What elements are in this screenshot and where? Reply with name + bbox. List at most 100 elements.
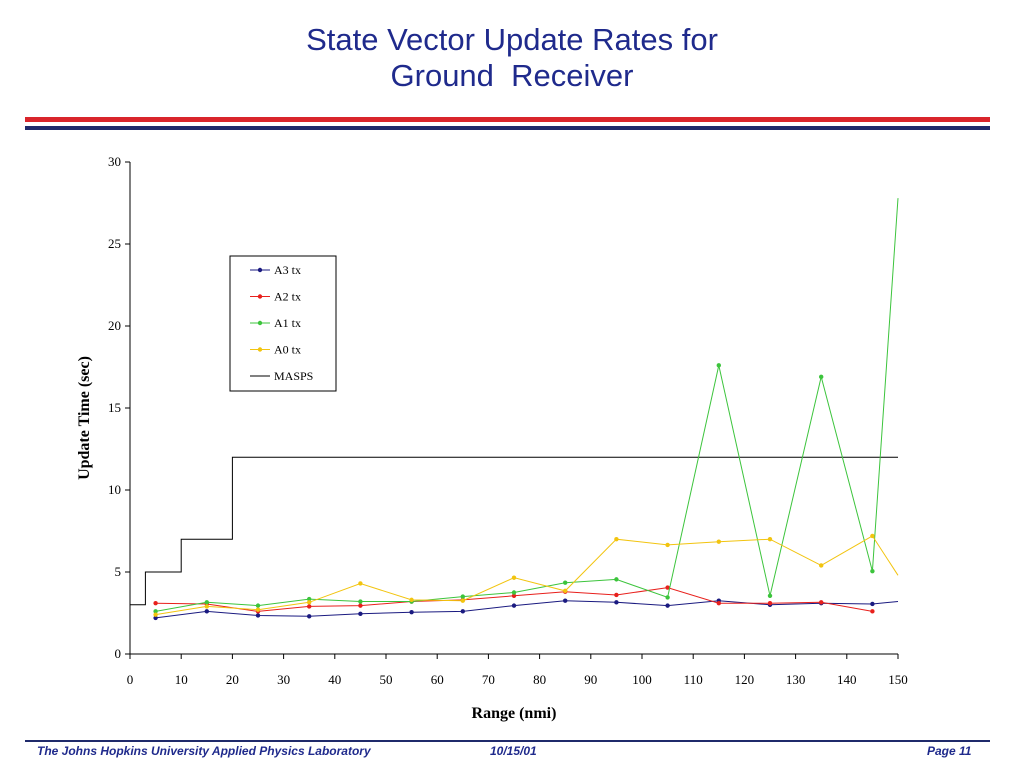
data-point-a1-tx (255, 603, 261, 608)
data-point-a2-tx (511, 593, 517, 598)
data-point-a1-tx (716, 363, 721, 368)
x-tick-label: 70 (482, 672, 495, 687)
x-tick-label: 130 (786, 672, 806, 687)
series-line-a0-tx (155, 535, 899, 616)
title-line-1: State Vector Update Rates for (306, 22, 718, 57)
y-axis-label: Update Time (sec) (76, 356, 93, 480)
data-point-a1-tx (767, 593, 773, 598)
title-line-2: Ground Receiver (390, 58, 634, 93)
footer-rule (25, 740, 990, 742)
legend-label-a2-tx: A2 tx (274, 290, 301, 304)
data-point-a1-tx (870, 568, 875, 574)
y-tick-label: 0 (115, 646, 122, 661)
data-point-a3-tx (255, 613, 261, 618)
data-point-a0-tx (614, 537, 619, 542)
data-point-a3-tx (204, 609, 209, 614)
legend-label-a0-tx: A0 tx (274, 343, 301, 357)
data-point-a0-tx (563, 588, 568, 594)
x-tick-label: 90 (584, 672, 597, 687)
series-line-masps (130, 456, 898, 606)
data-point-a0-tx (358, 581, 363, 586)
data-point-a1-tx (153, 609, 158, 614)
data-point-a1-tx (665, 595, 670, 600)
data-point-a0-tx (716, 539, 721, 544)
data-point-a3-tx (665, 603, 670, 608)
x-tick-label: 50 (380, 672, 393, 687)
data-point-a2-tx (153, 600, 158, 606)
data-point-a1-tx (460, 594, 465, 599)
data-point-a1-tx (511, 590, 517, 595)
legend-marker-a3-tx (257, 267, 263, 273)
x-tick-label: 110 (684, 672, 703, 687)
data-point-a0-tx (153, 612, 158, 617)
legend-label-a1-tx: A1 tx (274, 316, 301, 330)
data-point-a1-tx (563, 580, 568, 585)
x-tick-label: 140 (837, 672, 857, 687)
x-tick-label: 60 (431, 672, 444, 687)
data-point-a0-tx (511, 575, 517, 580)
footer-page: Page 11 (927, 744, 972, 758)
data-point-a0-tx (870, 533, 875, 539)
legend-marker-a1-tx (257, 320, 263, 326)
data-point-a1-tx (358, 599, 363, 604)
data-point-a1-tx (614, 577, 619, 582)
data-point-a1-tx (819, 374, 824, 380)
data-point-a3-tx (153, 615, 158, 621)
x-tick-label: 30 (277, 672, 290, 687)
y-tick-label: 15 (108, 400, 121, 415)
y-tick-label: 5 (115, 564, 122, 579)
data-point-a3-tx (511, 603, 517, 608)
footer-date: 10/15/01 (490, 744, 537, 758)
data-point-a3-tx (460, 609, 465, 614)
x-tick-label: 10 (175, 672, 188, 687)
x-tick-label: 150 (888, 672, 908, 687)
footer-org: The Johns Hopkins University Applied Phy… (37, 744, 371, 758)
y-tick-label: 10 (108, 482, 121, 497)
data-point-a2-tx (614, 592, 619, 598)
x-tick-label: 80 (533, 672, 546, 687)
legend-label-masps: MASPS (274, 369, 313, 383)
data-point-a3-tx (563, 598, 568, 603)
x-tick-label: 100 (632, 672, 652, 687)
y-tick-label: 25 (108, 236, 121, 251)
data-point-a3-tx (307, 614, 312, 619)
data-point-a0-tx (204, 604, 209, 609)
data-point-a0-tx (767, 537, 773, 542)
legend-marker-a0-tx (257, 347, 263, 352)
x-tick-label: 20 (226, 672, 239, 687)
data-point-a2-tx (307, 604, 312, 609)
data-point-a0-tx (665, 542, 670, 548)
data-point-a2-tx (819, 600, 824, 605)
data-point-a2-tx (870, 609, 875, 614)
data-point-a0-tx (409, 597, 414, 603)
y-tick-label: 30 (108, 154, 121, 169)
data-point-a3-tx (614, 600, 619, 605)
data-point-a2-tx (767, 600, 773, 606)
header-rule-blue (25, 126, 990, 130)
legend-box (229, 255, 337, 392)
data-point-a2-tx (716, 600, 721, 606)
y-tick-label: 20 (108, 318, 121, 333)
data-point-a3-tx (409, 609, 414, 615)
header-rule-red (25, 117, 990, 122)
data-point-a0-tx (819, 563, 824, 568)
data-point-a2-tx (665, 585, 670, 590)
x-tick-label: 40 (328, 672, 341, 687)
data-point-a0-tx (255, 607, 261, 612)
data-point-a3-tx (870, 601, 875, 607)
x-tick-label: 0 (127, 672, 134, 687)
series-line-a3-tx (155, 600, 899, 619)
data-point-a1-tx (204, 600, 209, 605)
data-point-a1-tx (307, 596, 312, 602)
data-point-a0-tx (307, 600, 312, 605)
data-point-a2-tx (358, 603, 363, 608)
legend-marker-a2-tx (257, 294, 263, 299)
data-point-a0-tx (460, 598, 465, 603)
legend-label-a3-tx: A3 tx (274, 263, 301, 277)
x-axis-label: Range (nmi) (472, 705, 557, 722)
series-line-a1-tx (155, 198, 899, 612)
x-tick-label: 120 (735, 672, 755, 687)
data-point-a3-tx (358, 611, 363, 617)
slide-title: State Vector Update Rates for Ground Rec… (0, 22, 1024, 94)
